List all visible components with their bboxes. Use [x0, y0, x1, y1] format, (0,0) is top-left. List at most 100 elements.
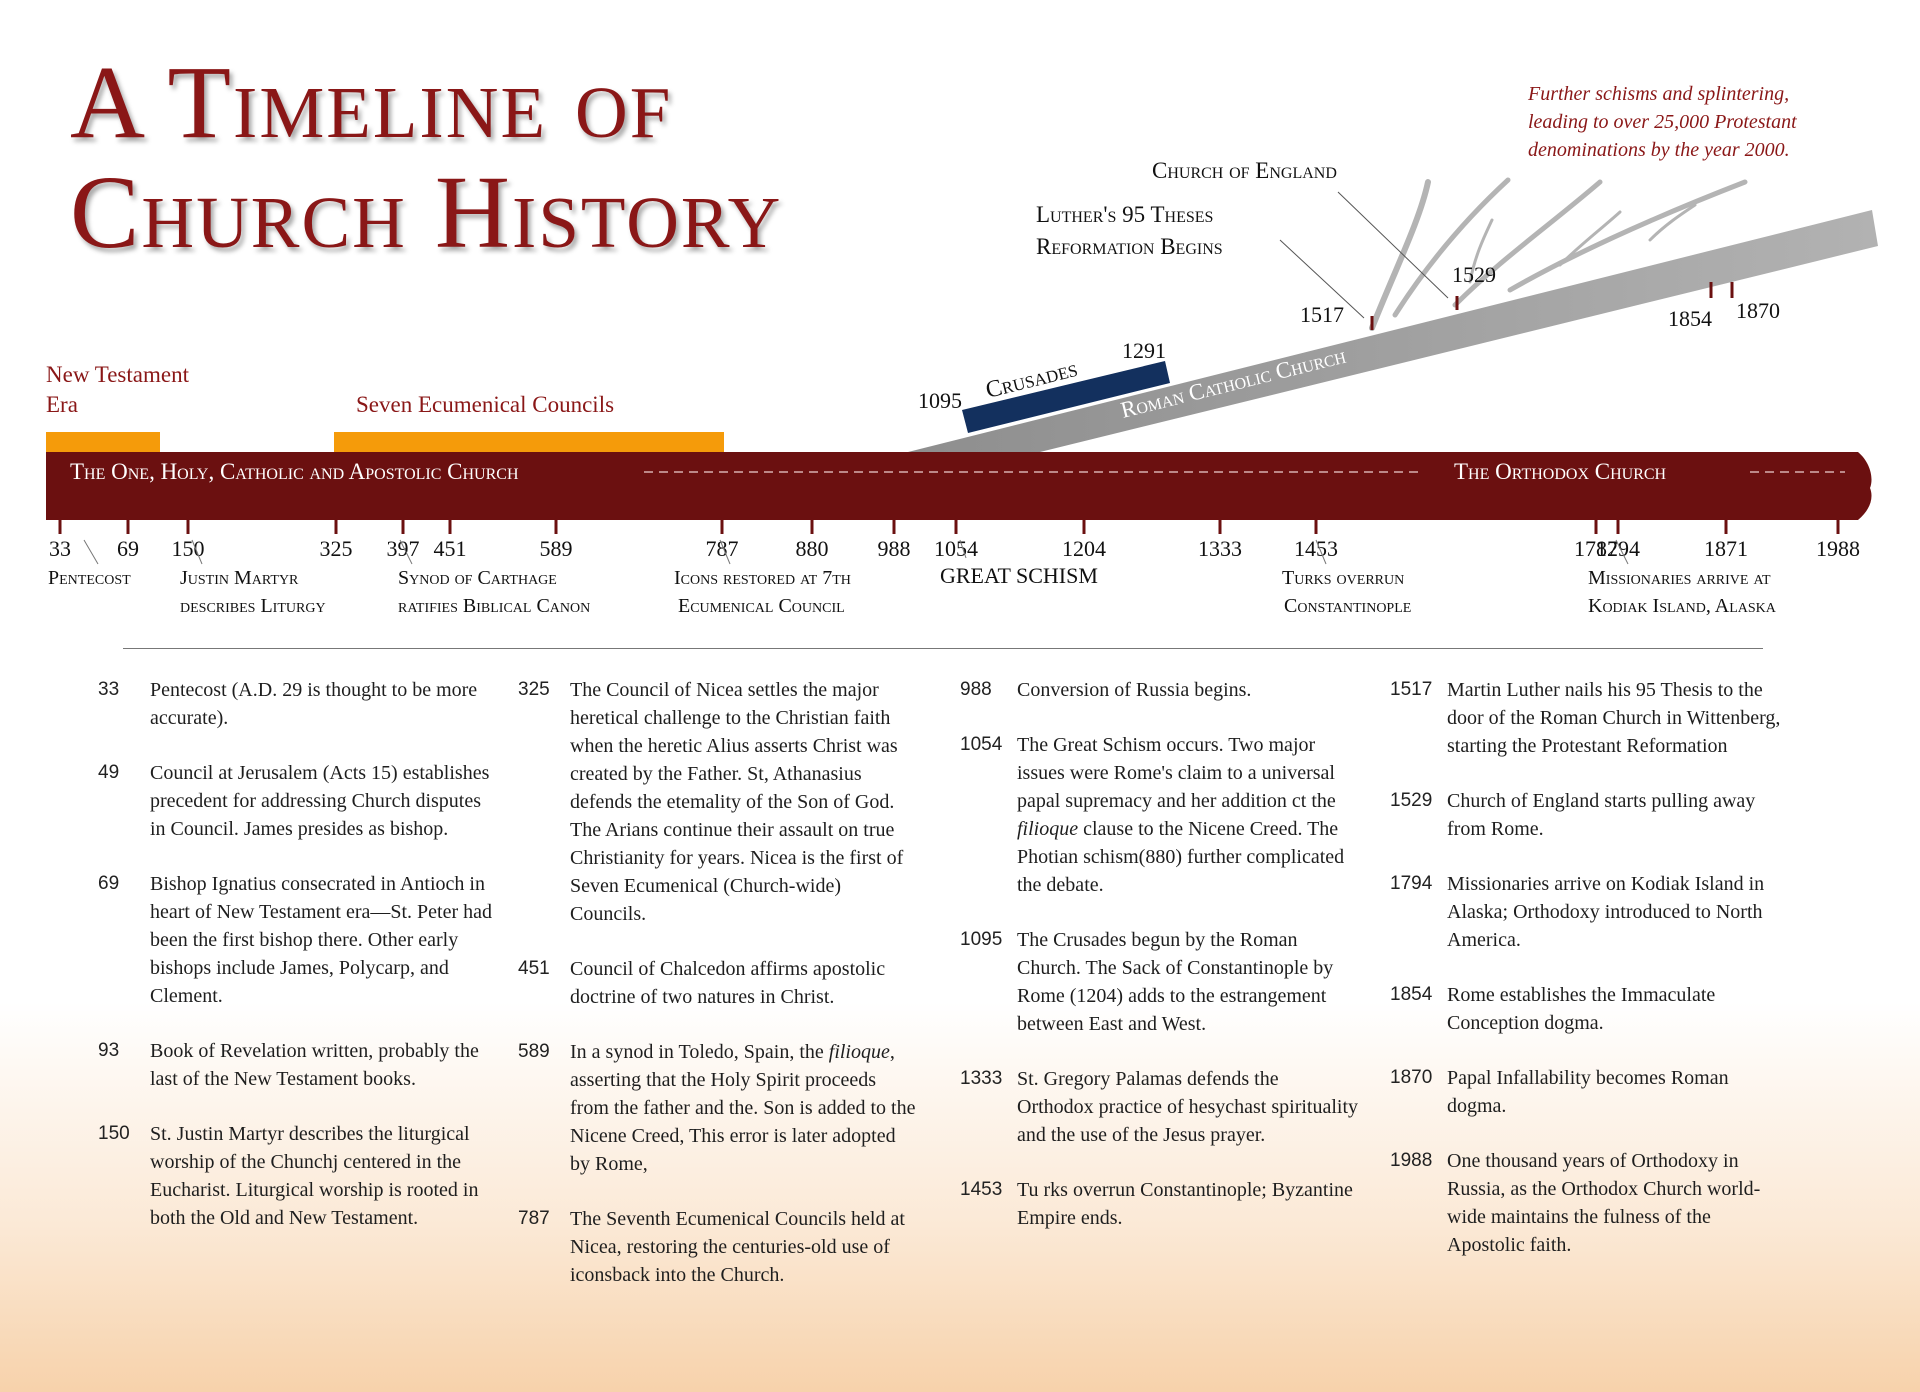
- event-entry: 1870 Papal Infallability becomes Roman do…: [1390, 1064, 1790, 1120]
- event-missionaries-2: Kodiak Island, Alaska: [1588, 595, 1777, 617]
- event-justin-2: describes Liturgy: [180, 595, 326, 617]
- event-entry: 1333 St. Gregory Palamas defends the Orth…: [960, 1065, 1360, 1149]
- event-description-part: In a synod in Toledo, Spain, the: [570, 1041, 829, 1063]
- event-year: 589: [518, 1041, 550, 1062]
- event-missionaries-1: Missionaries arrive at: [1588, 567, 1771, 589]
- tick-marks: [58, 520, 1840, 534]
- event-description: Bishop Ignatius consecrated in Antioch i…: [150, 873, 493, 1007]
- new-testament-era-label: New Testament: [46, 362, 190, 387]
- event-year: 988: [960, 679, 992, 700]
- event-year: 1517: [1390, 679, 1433, 700]
- note-line-2: leading to over 25,000 Protestant: [1528, 111, 1797, 133]
- tick-label-880: 880: [796, 536, 829, 561]
- event-description: Pentecost (A.D. 29 is thought to be more…: [150, 679, 478, 729]
- page-title: A Timeline of Church History: [70, 48, 782, 268]
- event-year: 1095: [960, 929, 1003, 950]
- year-1529-label: 1529: [1452, 262, 1496, 287]
- ecumenical-councils-bar: [334, 432, 724, 452]
- event-year: 1054: [960, 734, 1003, 755]
- year-1517-label: 1517: [1300, 302, 1344, 327]
- crusades-start-year: 1095: [918, 388, 962, 413]
- event-year: 150: [98, 1123, 130, 1144]
- schisms-note: Further schisms and splintering, leading…: [1527, 83, 1797, 161]
- event-description-part: The Great Schism occurs. Two major issue…: [1017, 734, 1336, 812]
- crusades-end-year: 1291: [1122, 338, 1166, 363]
- event-description: The Seventh Ecumenical Councils held at …: [570, 1208, 905, 1286]
- events-column-1: 33 Pentecost (A.D. 29 is thought to be mo…: [98, 676, 498, 1259]
- event-description: In a synod in Toledo, Spain, the filioqu…: [570, 1038, 918, 1178]
- tick-label-69: 69: [117, 536, 139, 561]
- event-entry: 787 The Seventh Ecumenical Councils held …: [518, 1205, 918, 1289]
- tick-label-397: 397: [387, 536, 420, 561]
- event-icons-1: Icons restored at 7th: [674, 567, 851, 589]
- event-description: The Great Schism occurs. Two major issue…: [1017, 731, 1360, 899]
- pointer-synod: [399, 539, 413, 565]
- branch-line: [1452, 179, 1603, 308]
- event-description: St. Gregory Palamas defends the Orthodox…: [1017, 1068, 1359, 1146]
- event-year: 451: [518, 958, 550, 979]
- pointer-justin: [191, 539, 203, 565]
- event-synod-1: Synod of Carthage: [398, 567, 557, 589]
- tick-label-787: 787: [706, 536, 739, 561]
- event-description: Book of Revelation written, probably the…: [150, 1040, 479, 1090]
- tick-label-325: 325: [320, 536, 353, 561]
- event-description: Tu rks overrun Constantinople; Byzantine…: [1017, 1179, 1353, 1229]
- tick-label-1333: 1333: [1198, 536, 1242, 561]
- luther-label: Luther's 95 Theses: [1036, 202, 1213, 227]
- title-line-1: A Timeline of: [70, 45, 673, 160]
- tick-label-33: 33: [49, 536, 71, 561]
- events-column-2: 325 The Council of Nicea settles the majo…: [518, 676, 918, 1316]
- event-year: 787: [518, 1208, 550, 1229]
- event-description-emphasis: filioque: [828, 1041, 890, 1063]
- pointer-schism: [959, 539, 967, 559]
- band-right-label: The Orthodox Church: [1454, 459, 1667, 484]
- event-entry: 1854 Rome establishes the Immaculate Conc…: [1390, 981, 1790, 1037]
- event-entry: 49 Council at Jerusalem (Acts 15) establi…: [98, 759, 498, 843]
- event-year: 1794: [1390, 873, 1433, 894]
- event-entry: 325 The Council of Nicea settles the majo…: [518, 676, 918, 928]
- event-description-emphasis: filioque: [1017, 818, 1079, 840]
- roman-catholic-band: [908, 210, 1878, 452]
- luther-pointer: [1279, 239, 1365, 319]
- event-description: Missionaries arrive on Kodiak Island in …: [1447, 873, 1765, 951]
- event-entry: 1794 Missionaries arrive on Kodiak Island…: [1390, 870, 1790, 954]
- tick-label-1453: 1453: [1294, 536, 1338, 561]
- event-year: 1988: [1390, 1150, 1433, 1171]
- protestant-branches: [1369, 177, 1748, 331]
- event-entry: 1988 One thousand years of Orthodoxy in R…: [1390, 1147, 1790, 1259]
- branch-line: [1648, 203, 1697, 242]
- pointer-icons: [719, 539, 731, 565]
- event-description: Church of England starts pulling away fr…: [1447, 790, 1756, 840]
- event-year: 1333: [960, 1068, 1003, 1089]
- tick-label-1204: 1204: [1062, 536, 1106, 561]
- event-year: 1870: [1390, 1067, 1433, 1088]
- event-labels: Pentecost Justin Martyr describes Liturg…: [48, 563, 1777, 617]
- event-description-part: clause to the Nicene Creed. The Photian …: [1017, 818, 1345, 896]
- councils-label: Seven Ecumenical Councils: [356, 392, 614, 417]
- event-description: The Council of Nicea settles the major h…: [570, 679, 904, 925]
- england-pointer: [1337, 191, 1449, 299]
- event-entry: 33 Pentecost (A.D. 29 is thought to be mo…: [98, 676, 498, 732]
- event-description: Rome establishes the Immaculate Concepti…: [1447, 984, 1716, 1034]
- event-entry: 988 Conversion of Russia begins.: [960, 676, 1360, 704]
- event-entry: 69 Bishop Ignatius consecrated in Antioch…: [98, 870, 498, 1010]
- event-justin-1: Justin Martyr: [180, 567, 299, 589]
- event-year: 69: [98, 873, 120, 894]
- note-line-3: denominations by the year 2000.: [1528, 139, 1790, 161]
- branch-line: [1392, 177, 1511, 318]
- event-description: Council of Chalcedon affirms apostolic d…: [570, 958, 886, 1008]
- event-entry: 93 Book of Revelation written, probably t…: [98, 1037, 498, 1093]
- pointer-pentecost: [83, 539, 99, 565]
- tick-label-988: 988: [878, 536, 911, 561]
- tick-label-1054: 1054: [934, 536, 978, 561]
- branch-line: [1558, 210, 1622, 267]
- event-entry: 1517 Martin Luther nails his 95 Thesis to…: [1390, 676, 1790, 760]
- event-description: Council at Jerusalem (Acts 15) establish…: [150, 762, 490, 840]
- tick-label-1794: 1794: [1596, 536, 1640, 561]
- tick-label-1871: 1871: [1704, 536, 1748, 561]
- event-turks-2: Constantinople: [1284, 595, 1411, 617]
- event-description: St. Justin Martyr describes the liturgic…: [150, 1123, 479, 1229]
- new-testament-era-bar: [46, 432, 160, 452]
- event-pentecost: Pentecost: [48, 567, 131, 589]
- event-entry: 1529 Church of England starts pulling awa…: [1390, 787, 1790, 843]
